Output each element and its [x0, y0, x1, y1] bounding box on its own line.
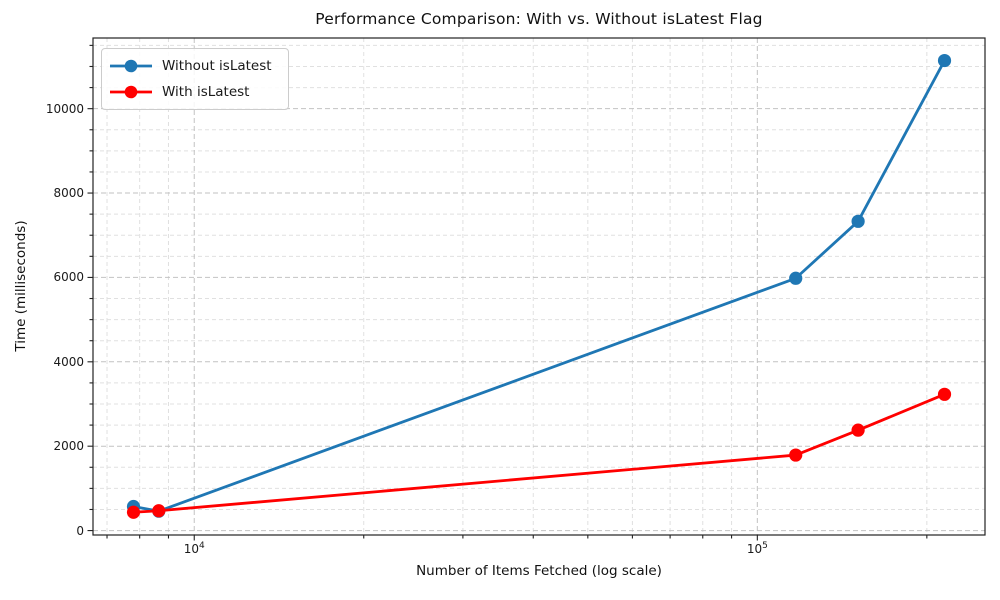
data-point-marker — [851, 214, 865, 228]
data-point-marker — [937, 387, 952, 401]
data-point-marker — [126, 505, 141, 519]
legend-line-marker-icon — [110, 85, 152, 99]
y-axis-label: Time (milliseconds) — [13, 220, 29, 352]
y-tick-label: 4000 — [53, 354, 84, 369]
y-tick-label: 10000 — [45, 101, 84, 116]
x-axis-label: Number of Items Fetched (log scale) — [416, 563, 662, 579]
y-tick-label: 6000 — [53, 270, 84, 285]
legend-item: With isLatest — [109, 79, 272, 105]
axes-spines — [92, 37, 986, 536]
data-point-marker — [789, 271, 803, 285]
y-tick-label: 0 — [76, 523, 84, 538]
data-point-marker — [789, 448, 803, 462]
chart-legend: Without isLatest With isLatest — [101, 48, 289, 110]
data-point-marker — [152, 504, 166, 518]
chart-title: Performance Comparison: With vs. Without… — [315, 10, 763, 28]
series-line — [132, 392, 946, 514]
y-tick-label: 8000 — [53, 186, 84, 201]
data-point-marker — [851, 423, 865, 437]
legend-label: With isLatest — [162, 84, 250, 100]
legend-item: Without isLatest — [109, 53, 272, 79]
legend-line-marker-icon — [110, 59, 152, 73]
x-tick-label: 104 — [183, 541, 205, 556]
y-tick-label: 2000 — [53, 439, 84, 454]
x-tick-label: 105 — [746, 541, 768, 556]
data-point-marker — [937, 53, 952, 68]
legend-label: Without isLatest — [162, 58, 272, 74]
